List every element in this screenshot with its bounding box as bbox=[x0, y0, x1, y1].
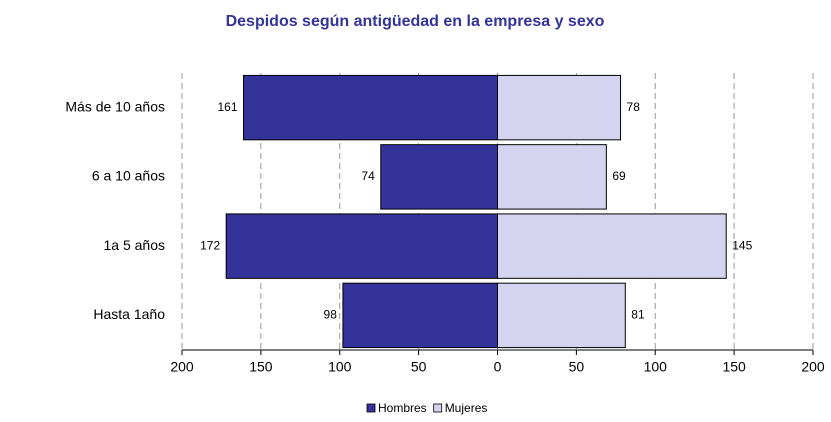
data-label: 98 bbox=[324, 308, 338, 322]
bar bbox=[497, 144, 607, 210]
bar bbox=[243, 74, 498, 141]
legend-label: Hombres bbox=[378, 401, 427, 415]
y-tick-label: 1a 5 años bbox=[104, 237, 166, 253]
data-label: 161 bbox=[217, 100, 237, 114]
x-tick-label: 100 bbox=[328, 359, 352, 375]
bar bbox=[497, 74, 622, 141]
x-tick-label: 0 bbox=[494, 359, 502, 375]
y-tick-label: Más de 10 años bbox=[65, 98, 165, 114]
x-tick-label: 50 bbox=[411, 359, 427, 375]
data-label: 74 bbox=[361, 169, 375, 183]
x-tick-label: 150 bbox=[249, 359, 273, 375]
legend-label: Mujeres bbox=[445, 401, 488, 415]
data-label: 145 bbox=[732, 238, 752, 252]
data-label: 78 bbox=[627, 100, 641, 114]
data-label: 81 bbox=[631, 308, 645, 322]
x-tick-label: 100 bbox=[644, 359, 668, 375]
bar bbox=[497, 282, 626, 349]
x-tick-label: 150 bbox=[722, 359, 746, 375]
x-tick-label: 200 bbox=[170, 359, 194, 375]
data-label: 69 bbox=[612, 169, 626, 183]
data-label: 172 bbox=[200, 238, 220, 252]
bar bbox=[497, 213, 727, 279]
x-tick-label: 50 bbox=[569, 359, 585, 375]
y-tick-label: 6 a 10 años bbox=[92, 168, 165, 184]
bar bbox=[225, 213, 498, 279]
x-tick-label: 200 bbox=[801, 359, 825, 375]
y-tick-label: Hasta 1año bbox=[93, 306, 165, 322]
bar bbox=[342, 282, 498, 349]
bar bbox=[380, 144, 499, 210]
chart-title: Despidos según antigüedad en la empresa … bbox=[226, 13, 605, 30]
legend-swatch bbox=[366, 403, 376, 413]
legend-swatch bbox=[433, 403, 443, 413]
